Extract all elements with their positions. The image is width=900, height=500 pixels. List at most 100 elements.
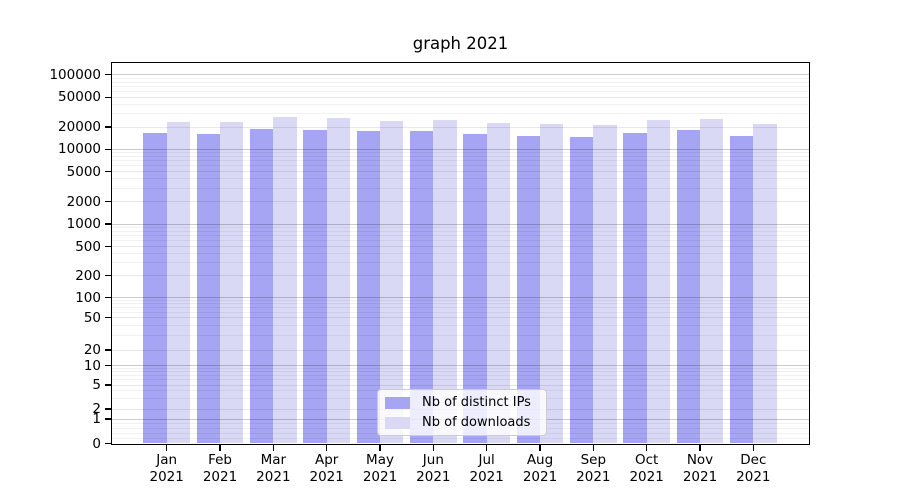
y-tick-mark-20 <box>105 349 112 351</box>
x-tick-mark-apr-2021 <box>326 444 328 451</box>
y-tick-label-2000: 2000 <box>66 193 101 210</box>
gridline-10000 <box>112 148 809 150</box>
bar-nb-of-downloads-oct-2021 <box>646 120 670 444</box>
bar-nb-of-downloads-nov-2021 <box>700 118 724 444</box>
y-tick-label-2: 2 <box>92 401 101 417</box>
x-tick-line: Oct <box>634 452 659 468</box>
bar-nb-of-downloads-apr-2021 <box>326 118 350 444</box>
x-tick-line: 2021 <box>416 468 451 485</box>
gridline-6 <box>112 379 809 381</box>
gridline-60 <box>112 311 809 313</box>
bar-nb-of-downloads-dec-2021 <box>753 123 777 444</box>
y-tick-label-1: 1 <box>92 411 101 427</box>
x-tick-line: 2021 <box>362 468 398 485</box>
legend-label-distinct-ips: Nb of distinct IPs <box>422 395 531 410</box>
bar-nb-of-downloads-mar-2021 <box>273 116 297 444</box>
gridline-2000 <box>112 201 809 202</box>
y-tick-label-20: 20 <box>83 342 101 358</box>
x-tick-label-may-2021: May 2021 <box>350 452 410 485</box>
gridline-7000 <box>112 160 809 162</box>
x-tick-line: 2021 <box>309 468 344 485</box>
bar-nb-of-downloads-jun-2021 <box>433 120 457 444</box>
gridline-500 <box>112 246 809 247</box>
bar-nb-of-distinct-ips-jan-2021 <box>143 133 167 444</box>
y-tick-mark-50 <box>105 316 112 319</box>
x-tick-label-dec-2021: Dec 2021 <box>723 452 783 485</box>
x-tick-line: Mar <box>260 452 287 468</box>
x-tick-line: May <box>366 452 394 468</box>
x-tick-line: Dec <box>740 452 767 468</box>
x-tick-line: Apr <box>315 452 339 468</box>
gridline-40000 <box>112 103 809 105</box>
x-tick-line: Jul <box>478 452 495 468</box>
y-tick-mark-2000 <box>105 200 112 203</box>
bar-nb-of-distinct-ips-nov-2021 <box>676 130 700 444</box>
gridline-100000 <box>112 74 809 76</box>
bar-nb-of-distinct-ips-dec-2021 <box>730 136 754 444</box>
bar-nb-of-downloads-feb-2021 <box>220 122 244 444</box>
x-tick-label-jul-2021: Jul 2021 <box>457 452 517 485</box>
gridline-6000 <box>112 165 809 167</box>
x-tick-label-mar-2021: Mar 2021 <box>243 452 303 485</box>
gridline-300 <box>112 262 809 264</box>
gridline-30 <box>112 335 809 337</box>
x-tick-mark-aug-2021 <box>539 444 541 451</box>
y-tick-mark-5 <box>105 384 112 386</box>
x-tick-line: 2021 <box>736 468 771 485</box>
x-tick-line: 2021 <box>256 468 291 485</box>
gridline-5 <box>112 384 809 386</box>
x-tick-line: 2021 <box>469 468 504 485</box>
bar-nb-of-downloads-aug-2021 <box>540 124 564 444</box>
x-tick-label-oct-2021: Oct 2021 <box>617 452 677 485</box>
x-tick-mark-jul-2021 <box>486 444 488 451</box>
gridline-900 <box>112 226 809 228</box>
gridline-400 <box>112 253 809 255</box>
y-tick-mark-100000 <box>105 74 112 76</box>
y-tick-label-200: 200 <box>75 267 101 284</box>
gridline-9000 <box>112 152 809 154</box>
y-tick-mark-10000 <box>105 148 112 150</box>
gridline-8 <box>112 371 809 373</box>
x-tick-line: Jun <box>422 452 444 468</box>
y-tick-mark-5000 <box>105 170 112 173</box>
y-tick-mark-2 <box>105 408 112 410</box>
gridline-20 <box>112 349 809 351</box>
y-tick-label-100: 100 <box>75 289 101 306</box>
bar-nb-of-distinct-ips-apr-2021 <box>303 130 327 444</box>
x-tick-mark-oct-2021 <box>646 444 648 451</box>
bar-nb-of-distinct-ips-aug-2021 <box>516 135 540 444</box>
y-tick-label-10000: 10000 <box>58 141 101 158</box>
y-tick-mark-10 <box>105 364 112 367</box>
bar-nb-of-distinct-ips-may-2021 <box>356 130 381 444</box>
gridline-800 <box>112 230 809 232</box>
legend: Nb of distinct IPs Nb of downloads <box>377 389 547 436</box>
gridline-8000 <box>112 155 809 157</box>
y-tick-mark-200 <box>105 274 112 277</box>
gridline-90 <box>112 300 809 302</box>
y-tick-label-50000: 50000 <box>58 89 101 106</box>
x-tick-label-feb-2021: Feb 2021 <box>190 452 250 485</box>
gridline-20000 <box>112 126 809 128</box>
bar-nb-of-distinct-ips-mar-2021 <box>250 129 274 444</box>
gridline-9 <box>112 367 809 369</box>
legend-row-distinct-ips: Nb of distinct IPs <box>378 395 546 410</box>
legend-swatch-distinct-ips <box>385 396 410 409</box>
y-tick-label-5000: 5000 <box>66 163 101 180</box>
bar-nb-of-distinct-ips-jul-2021 <box>463 133 487 444</box>
x-tick-label-apr-2021: Apr 2021 <box>297 452 357 485</box>
gridline-4000 <box>112 178 809 180</box>
y-tick-label-100000: 100000 <box>49 66 101 83</box>
bar-nb-of-downloads-may-2021 <box>380 121 404 444</box>
bar-nb-of-distinct-ips-jun-2021 <box>410 131 434 444</box>
gridline-60000 <box>112 90 809 92</box>
x-tick-mark-mar-2021 <box>272 444 275 451</box>
gridline-7 <box>112 375 809 377</box>
y-tick-label-20000: 20000 <box>58 119 101 135</box>
y-tick-label-500: 500 <box>75 238 101 255</box>
gridline-30000 <box>112 113 809 115</box>
y-tick-mark-100 <box>105 296 112 299</box>
x-tick-line: 2021 <box>576 468 611 485</box>
y-tick-label-10: 10 <box>83 357 101 374</box>
y-tick-label-50: 50 <box>83 309 101 326</box>
x-tick-line: Aug <box>526 452 554 468</box>
